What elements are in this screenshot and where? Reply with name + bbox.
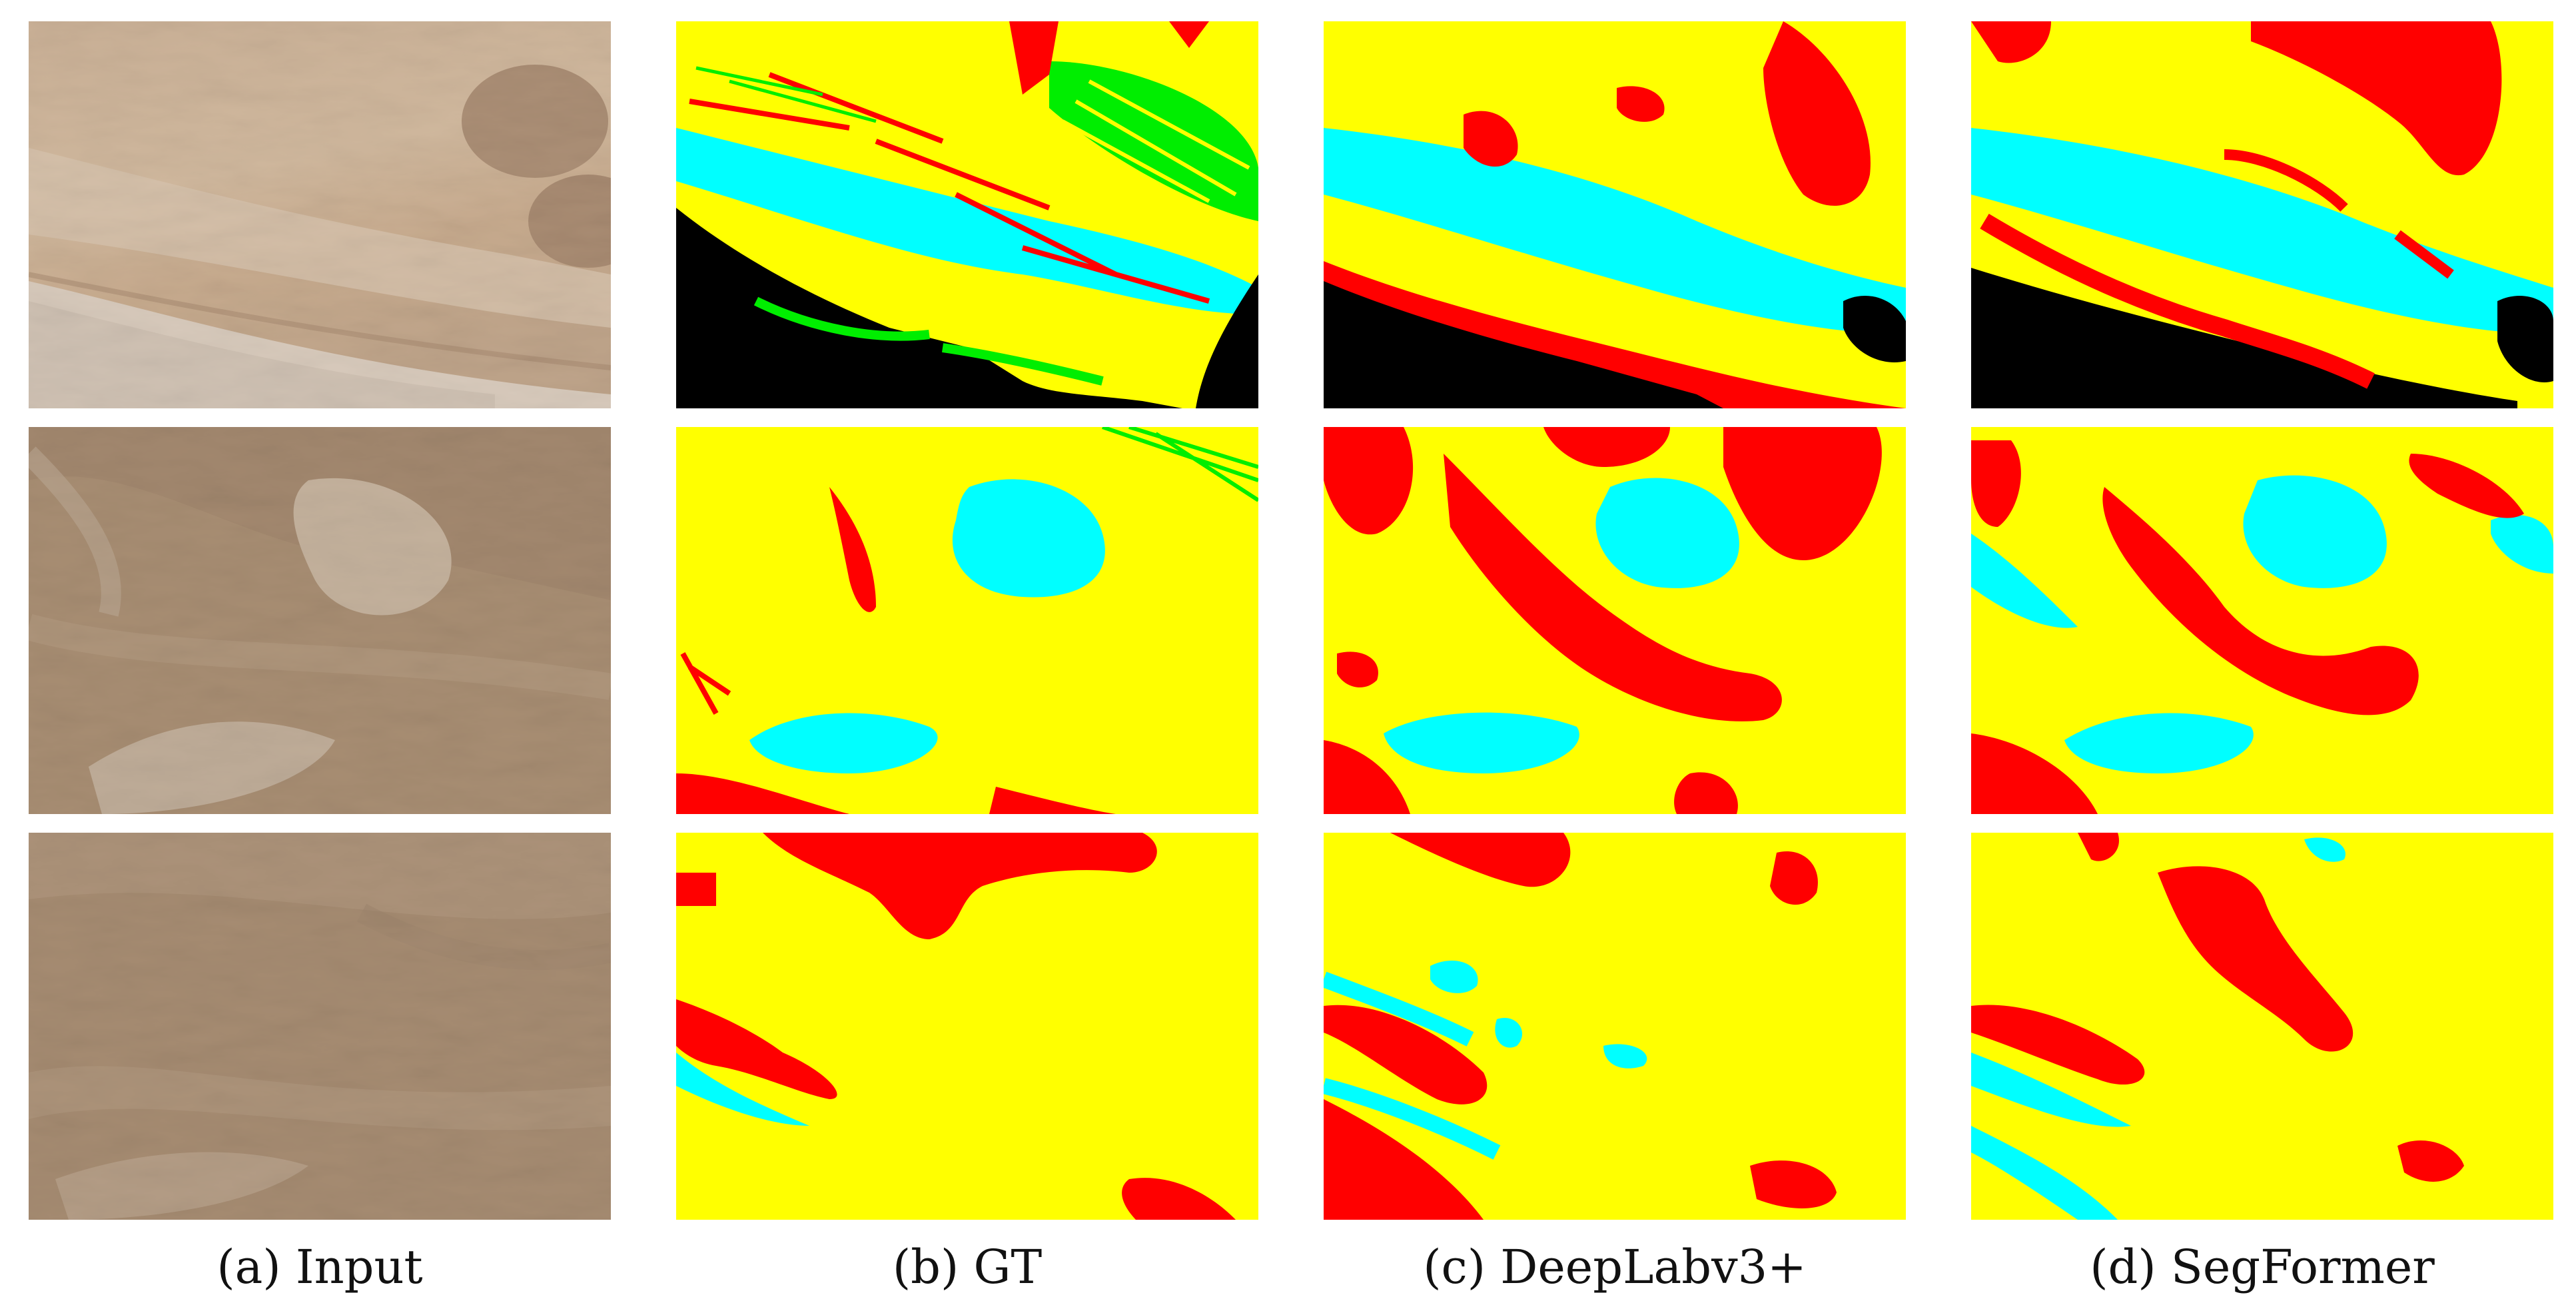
gt-mask-row1: [676, 21, 1258, 408]
caption-input: (a) Input: [216, 1240, 423, 1294]
caption-segformer: (d) SegFormer: [2090, 1240, 2435, 1294]
deeplab-mask-row2: [1324, 427, 1906, 814]
segformer-mask-row2: [1971, 427, 2553, 814]
gt-mask-row2: [676, 427, 1258, 814]
input-image-row2: [29, 427, 611, 814]
caption-deeplabv3plus: (c) DeepLabv3+: [1423, 1240, 1807, 1294]
caption-gt: (b) GT: [892, 1240, 1043, 1294]
gt-mask-row3: [676, 833, 1258, 1220]
segformer-mask-row3: [1971, 833, 2553, 1220]
deeplab-mask-row3: [1324, 833, 1906, 1220]
input-image-row1: [29, 21, 611, 408]
segformer-mask-row1: [1971, 21, 2553, 408]
deeplab-mask-row1: [1324, 21, 1906, 408]
input-image-row3: [29, 833, 611, 1220]
